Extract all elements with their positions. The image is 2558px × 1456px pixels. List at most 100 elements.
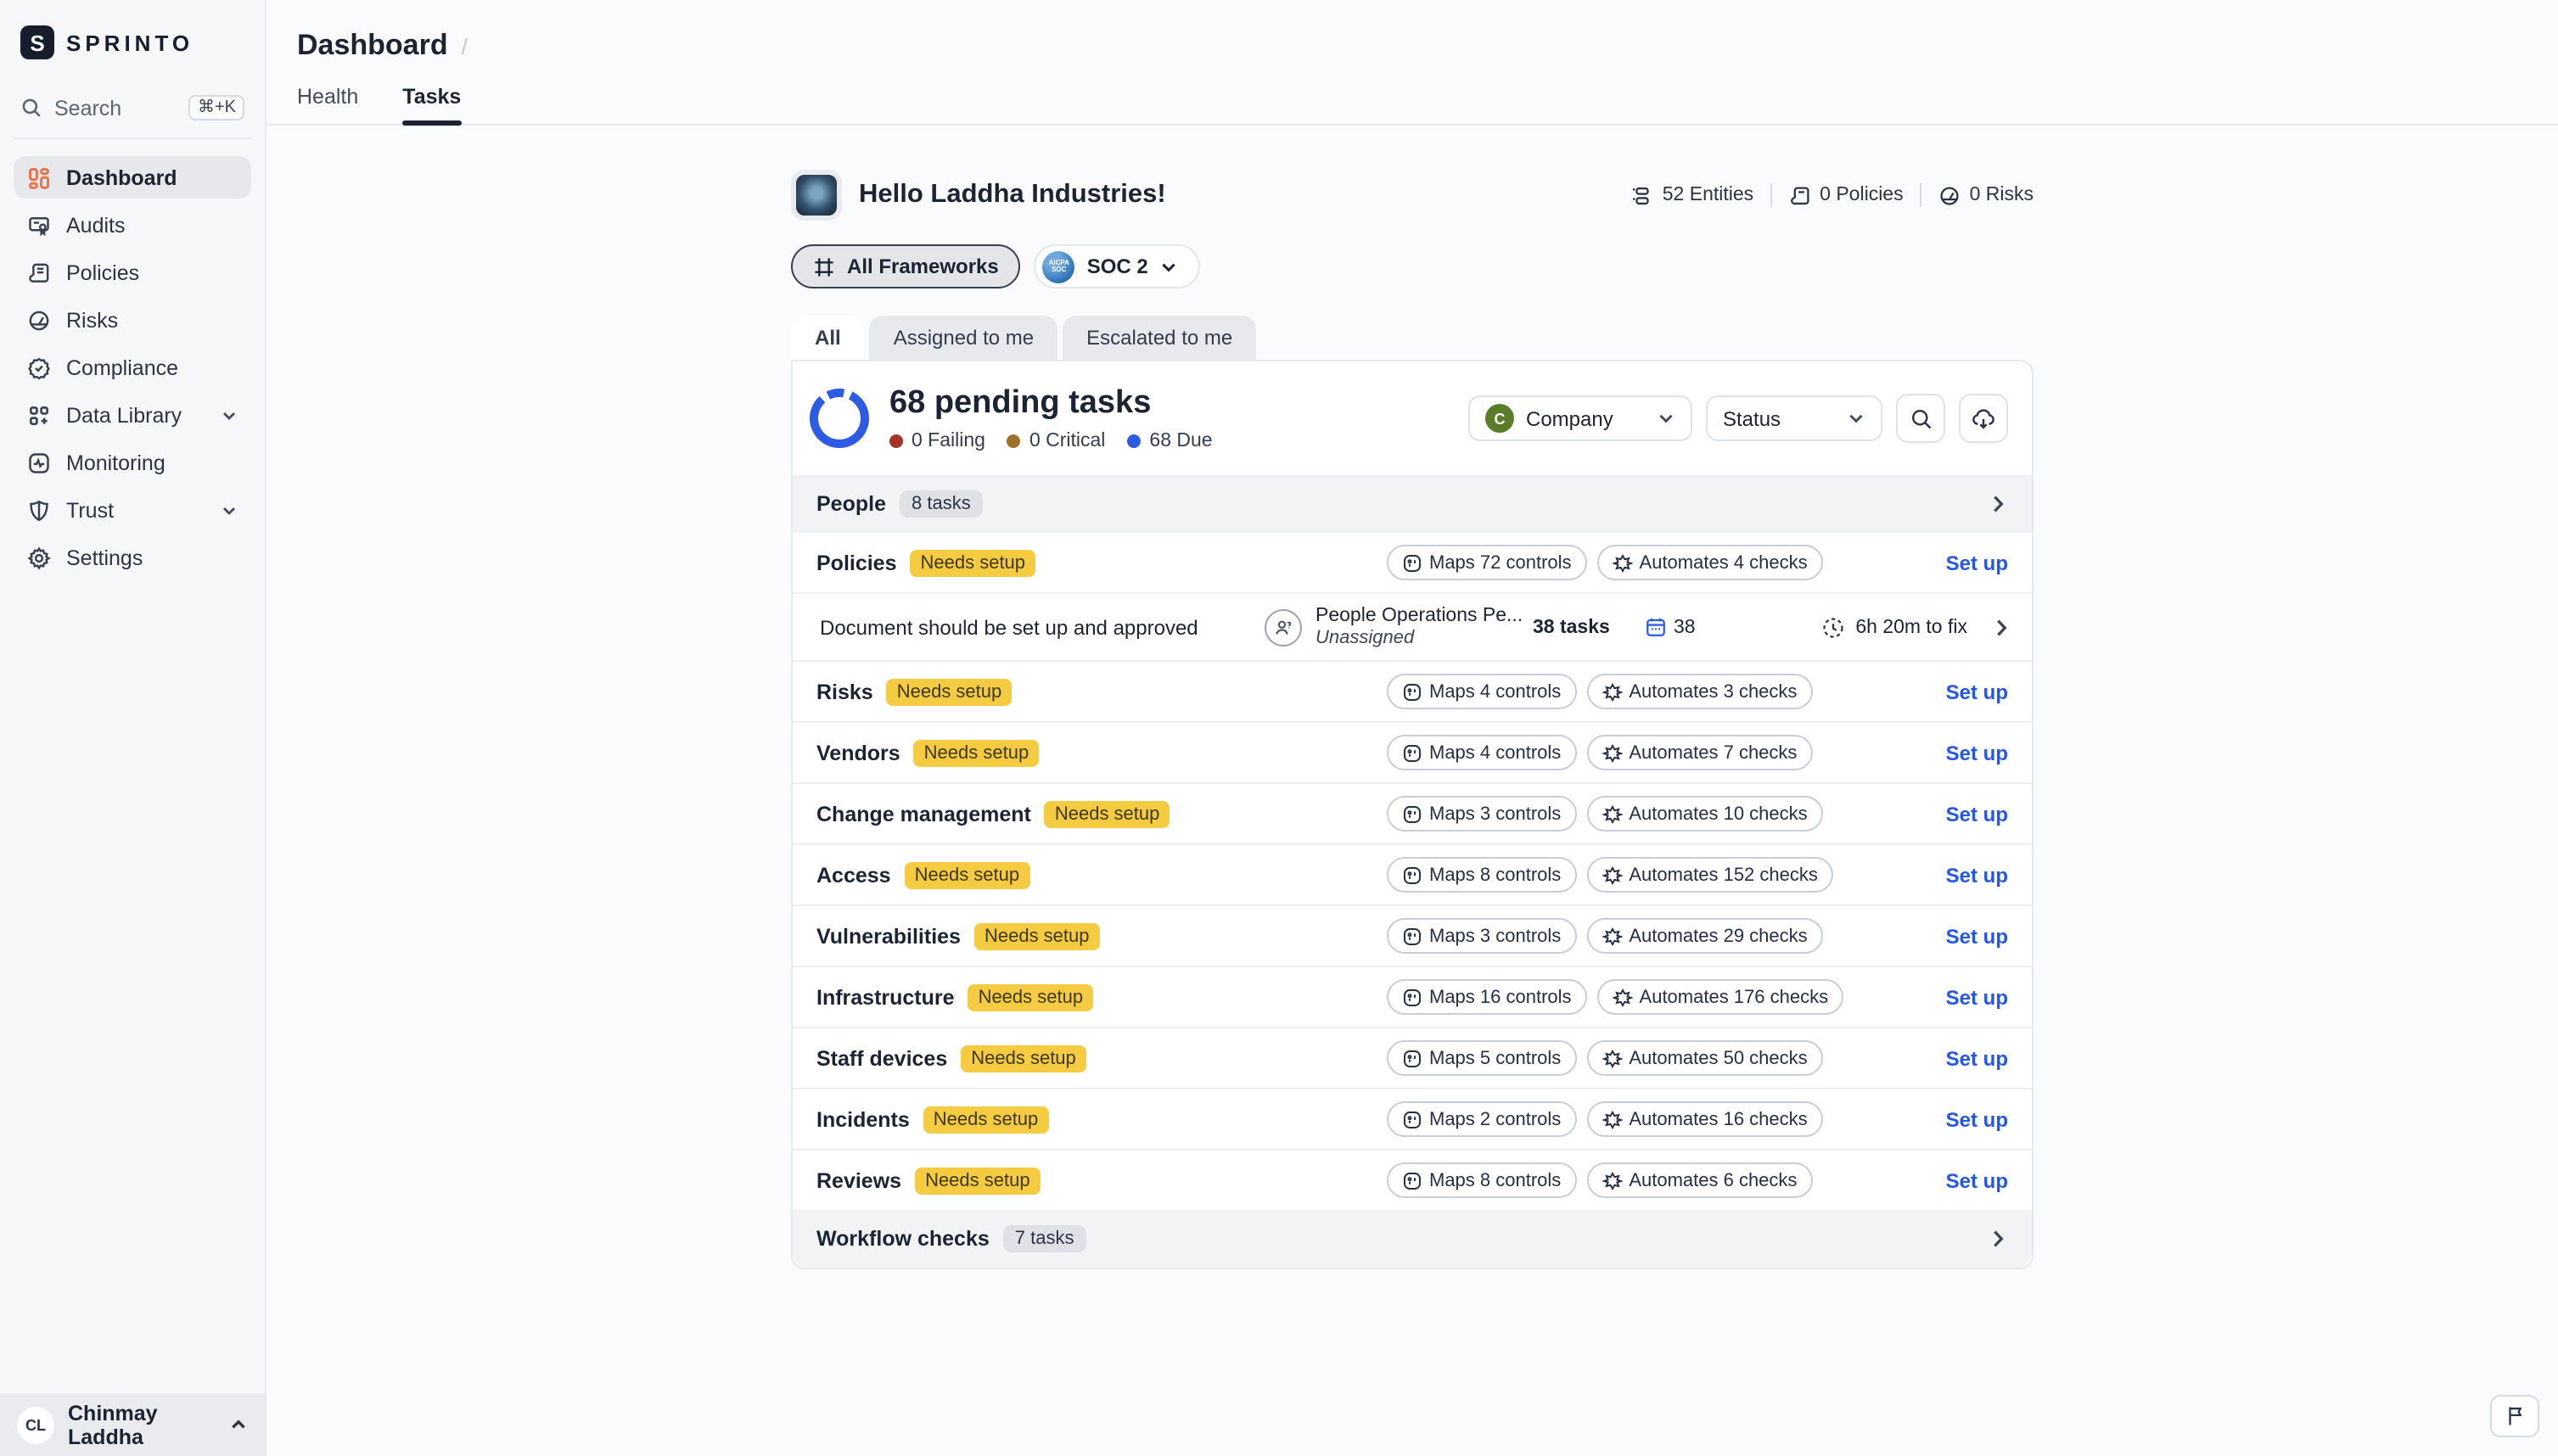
maps-controls-label: Maps 5 controls <box>1429 1048 1561 1068</box>
legend-due: 68 Due <box>1127 431 1212 451</box>
sidebar-item-monitoring[interactable]: Monitoring <box>14 441 251 484</box>
set-up-link[interactable]: Set up <box>1946 985 2008 1009</box>
maps-controls-pill: Maps 16 controls <box>1387 979 1587 1015</box>
automation-sparkle-icon <box>1602 1109 1622 1129</box>
task-assignee: People Operations Pe... Unassigned <box>1265 606 1533 648</box>
sidebar-item-settings[interactable]: Settings <box>14 536 251 579</box>
set-up-link[interactable]: Set up <box>1946 1107 2008 1131</box>
automation-sparkle-icon <box>1602 865 1622 885</box>
tab-escalated-to-me[interactable]: Escalated to me <box>1063 316 1256 360</box>
greeting-title: Hello Laddha Industries! <box>859 180 1166 210</box>
category-name: Incidents <box>816 1107 910 1131</box>
automation-sparkle-icon <box>1613 987 1633 1007</box>
set-up-link[interactable]: Set up <box>1946 802 2008 826</box>
policies-stat-label: 0 Policies <box>1820 185 1903 205</box>
tab-all[interactable]: All <box>791 316 865 360</box>
automation-sparkle-icon <box>1602 1048 1622 1068</box>
task-due-group: 38 <box>1645 616 1740 638</box>
set-up-link[interactable]: Set up <box>1946 863 2008 887</box>
controls-map-icon <box>1402 1109 1422 1129</box>
set-up-link[interactable]: Set up <box>1946 551 2008 574</box>
tab-health[interactable]: Health <box>297 85 358 124</box>
chevron-up-icon <box>229 1415 248 1434</box>
entities-icon <box>1632 184 1654 206</box>
sidebar-item-label: Compliance <box>66 356 178 379</box>
maps-controls-pill: Maps 4 controls <box>1387 735 1576 770</box>
status-filter-select[interactable]: Status <box>1706 395 1882 441</box>
maps-controls-pill: Maps 4 controls <box>1387 674 1576 709</box>
chevron-down-icon <box>221 406 238 423</box>
chevron-down-icon <box>1847 409 1865 428</box>
search-tasks-button[interactable] <box>1896 394 1945 443</box>
main-area: Dashboard / Health Tasks Hello Laddha In… <box>266 0 2558 1456</box>
sidebar-item-compliance[interactable]: Compliance <box>14 346 251 389</box>
data-library-icon <box>27 403 51 427</box>
breadcrumb-separator: / <box>462 34 468 59</box>
automation-sparkle-icon <box>1602 804 1622 824</box>
company-avatar: C <box>1485 404 1514 433</box>
risks-stat: 0 Risks <box>1939 184 2033 206</box>
search-input[interactable]: Search ⌘+K <box>14 83 251 139</box>
category-row-vulnerabilities: VulnerabilitiesNeeds setupMaps 3 control… <box>793 904 2032 966</box>
task-row-document[interactable]: Document should be set up and approved P… <box>793 592 2032 660</box>
scope-tabs: All Assigned to me Escalated to me <box>791 316 2033 360</box>
needs-setup-badge: Needs setup <box>961 1044 1086 1072</box>
all-frameworks-button[interactable]: All Frameworks <box>791 244 1021 288</box>
tab-assigned-to-me[interactable]: Assigned to me <box>870 316 1057 360</box>
set-up-link[interactable]: Set up <box>1946 924 2008 948</box>
set-up-link[interactable]: Set up <box>1946 680 2008 703</box>
calendar-icon <box>1645 616 1667 638</box>
frameworks-frame-icon <box>813 255 835 277</box>
soc2-framework-select[interactable]: AICPA SOC SOC 2 <box>1035 244 1201 288</box>
maps-controls-pill: Maps 3 controls <box>1387 796 1576 832</box>
task-due-count: 38 <box>1674 617 1696 637</box>
category-name: Infrastructure <box>816 985 955 1009</box>
chevron-down-icon <box>221 501 238 518</box>
group-people-label: People <box>816 492 886 516</box>
category-name: Vulnerabilities <box>816 924 961 948</box>
user-menu[interactable]: CL Chinmay Laddha <box>0 1393 265 1456</box>
org-stats: 52 Entities 0 Policies 0 Ris <box>1632 183 2033 207</box>
set-up-link[interactable]: Set up <box>1946 1168 2008 1192</box>
category-name: Risks <box>816 680 873 703</box>
set-up-link[interactable]: Set up <box>1946 1046 2008 1070</box>
sidebar-item-audits[interactable]: Audits <box>14 204 251 246</box>
category-row-access: AccessNeeds setupMaps 8 controlsAutomate… <box>793 843 2032 904</box>
maps-controls-label: Maps 4 controls <box>1429 742 1561 763</box>
sidebar-item-policies[interactable]: Policies <box>14 251 251 294</box>
group-row-workflow-checks[interactable]: Workflow checks 7 tasks <box>793 1210 2032 1268</box>
brand-wordmark: SPRINTO <box>66 30 194 55</box>
company-filter-select[interactable]: C Company <box>1468 395 1692 441</box>
people-task-count-badge: 8 tasks <box>900 490 983 518</box>
sidebar-item-trust[interactable]: Trust <box>14 489 251 531</box>
page-title: Dashboard <box>297 29 448 63</box>
sidebar-item-label: Trust <box>66 498 114 522</box>
critical-dot <box>1007 434 1021 448</box>
sidebar-item-risks[interactable]: Risks <box>14 299 251 341</box>
feedback-flag-button[interactable] <box>2490 1395 2539 1437</box>
aicpa-soc-badge: AICPA SOC <box>1043 250 1075 283</box>
audits-icon <box>27 213 51 237</box>
framework-filter: All Frameworks AICPA SOC SOC 2 <box>791 244 2033 288</box>
tab-tasks[interactable]: Tasks <box>402 85 461 124</box>
export-button[interactable] <box>1959 394 2008 443</box>
maps-controls-label: Maps 2 controls <box>1429 1109 1561 1129</box>
set-up-link[interactable]: Set up <box>1946 741 2008 764</box>
policies-stat: 0 Policies <box>1789 184 1903 206</box>
sprinto-logo-icon: S <box>20 25 54 59</box>
sidebar-item-label: Dashboard <box>66 165 177 189</box>
divider <box>1921 183 1922 207</box>
sidebar-item-data-library[interactable]: Data Library <box>14 394 251 436</box>
status-filter-label: Status <box>1723 406 1781 430</box>
unassigned-person-icon <box>1265 608 1302 646</box>
category-name: Vendors <box>816 741 900 764</box>
workflow-task-count-badge: 7 tasks <box>1003 1225 1086 1252</box>
main-tabs: Health Tasks <box>266 85 2558 126</box>
sidebar-item-label: Risks <box>66 308 118 332</box>
maps-controls-pill: Maps 5 controls <box>1387 1040 1576 1076</box>
group-row-people[interactable]: People 8 tasks <box>793 477 2032 531</box>
task-fix-time-group: 6h 20m to fix <box>1821 615 1967 639</box>
risks-gauge-icon <box>27 308 51 332</box>
sidebar-item-dashboard[interactable]: Dashboard <box>14 156 251 199</box>
breadcrumb: Dashboard / <box>266 0 2558 63</box>
